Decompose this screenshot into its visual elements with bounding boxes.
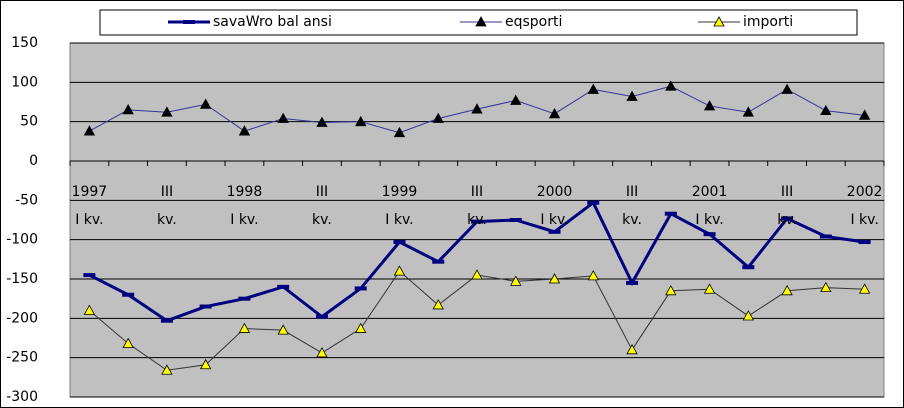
data-point — [122, 292, 135, 297]
y-tick-label: 100 — [11, 74, 38, 90]
x-tick-label: 2001 I kv. — [691, 184, 728, 228]
data-point — [665, 284, 677, 296]
y-tick-label: -300 — [6, 389, 38, 405]
data-point — [626, 280, 639, 285]
x-tick-label: III kv. — [157, 184, 177, 228]
data-point — [742, 106, 755, 117]
data-point — [83, 125, 96, 136]
data-point — [393, 240, 406, 245]
x-tick-label: III kv. — [467, 184, 487, 228]
data-point — [587, 270, 599, 281]
data-point — [315, 314, 328, 319]
data-point — [742, 265, 755, 270]
data-point — [277, 112, 289, 123]
data-point — [548, 107, 561, 119]
data-point — [238, 322, 251, 333]
y-tick-label: 50 — [20, 114, 38, 130]
data-point — [703, 232, 716, 237]
data-point — [161, 364, 173, 375]
x-tick-label: III kv. — [312, 184, 332, 228]
y-tick-label: -50 — [15, 192, 38, 208]
data-point — [858, 283, 871, 294]
data-point — [161, 106, 173, 117]
data-point — [781, 284, 793, 296]
legend-marker — [475, 16, 487, 27]
data-point — [354, 286, 367, 291]
data-point — [548, 229, 561, 234]
data-point — [509, 218, 522, 222]
data-point — [122, 104, 134, 115]
data-point — [432, 299, 444, 310]
data-point — [665, 80, 677, 91]
x-tick-label: 1999 I kv. — [381, 184, 418, 228]
data-point — [277, 284, 290, 289]
y-tick-label: 150 — [11, 35, 38, 51]
legend-marker — [183, 20, 195, 24]
data-point — [781, 83, 793, 94]
data-point — [703, 100, 716, 111]
data-point — [510, 275, 522, 286]
data-point — [820, 281, 832, 293]
data-point — [626, 90, 638, 101]
data-point — [238, 125, 251, 136]
data-point — [355, 322, 367, 333]
data-point — [742, 310, 755, 321]
data-point — [432, 112, 444, 123]
data-point — [471, 219, 483, 224]
data-point — [664, 211, 677, 216]
data-point — [858, 240, 871, 245]
data-point — [781, 216, 794, 221]
data-point — [820, 104, 832, 116]
legend-label: eqsporti — [505, 14, 562, 30]
data-point — [858, 109, 871, 120]
legend-marker — [713, 16, 725, 27]
data-point — [393, 126, 406, 138]
data-point — [587, 83, 599, 94]
data-point — [510, 94, 522, 105]
data-point — [122, 337, 134, 348]
data-point — [199, 358, 212, 370]
y-tick-label: -100 — [6, 232, 38, 248]
x-tick-label: 1997 I kv. — [71, 184, 108, 228]
x-tick-label: 1998 I kv. — [226, 184, 263, 228]
data-point — [703, 283, 716, 294]
data-point — [355, 115, 367, 127]
data-point — [277, 324, 289, 335]
data-point — [238, 296, 251, 301]
data-point — [160, 318, 173, 323]
data-point — [471, 103, 483, 114]
y-tick-label: -250 — [6, 350, 38, 366]
data-point — [626, 343, 638, 355]
data-point — [83, 304, 96, 315]
legend-label: savaWro bal ansi — [213, 14, 332, 30]
y-tick-label: 0 — [29, 153, 38, 169]
y-tick-label: -200 — [6, 310, 38, 326]
data-point — [471, 269, 483, 280]
data-point — [316, 116, 328, 127]
data-point — [587, 200, 600, 205]
data-point — [199, 98, 212, 109]
x-tick-label: 2000 I kv. — [536, 184, 573, 228]
data-point — [393, 265, 406, 276]
data-point — [199, 304, 212, 309]
data-point — [819, 234, 832, 239]
legend-label: importi — [743, 14, 793, 30]
x-tick-label: III kv. — [777, 184, 797, 228]
data-point — [316, 347, 328, 358]
x-tick-label: 2002 I kv. — [846, 184, 883, 228]
data-point — [432, 259, 445, 264]
x-tick-label: III kv. — [622, 184, 642, 228]
data-point — [83, 273, 96, 278]
y-tick-label: -150 — [6, 271, 38, 287]
data-point — [548, 273, 561, 284]
